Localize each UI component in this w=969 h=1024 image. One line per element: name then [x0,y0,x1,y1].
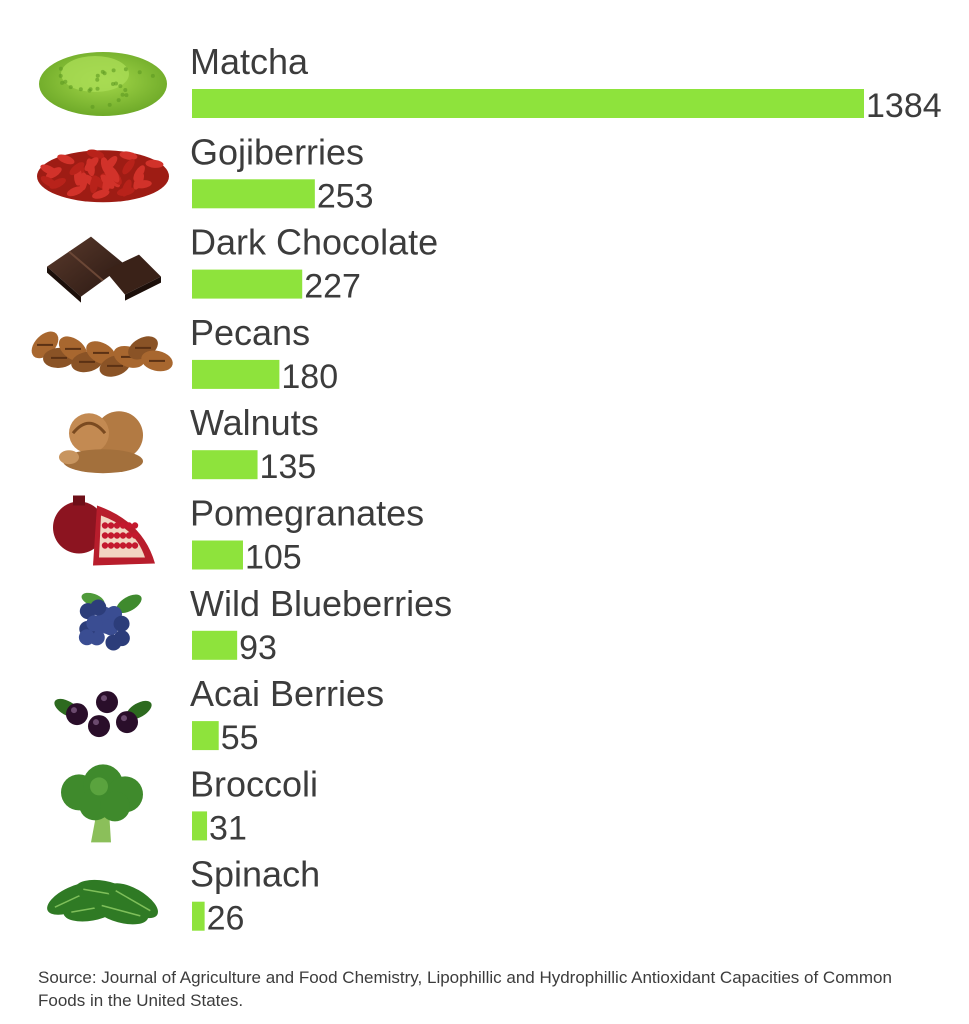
bar [192,359,280,389]
value-label: 105 [245,539,302,577]
dark-chocolate-icon [47,236,161,303]
category-label: Broccoli [190,763,318,804]
bar [192,630,238,660]
acai-berries-icon [54,691,152,738]
category-label: Matcha [190,41,309,82]
bar [192,721,219,751]
matcha-powder-icon [39,52,167,116]
category-label: Gojiberries [190,131,364,172]
category-label: Dark Chocolate [190,222,438,263]
value-label: 180 [281,358,338,396]
value-label: 93 [239,629,277,667]
walnuts-icon [59,411,143,474]
antioxidant-bar-chart: Matcha 1384 Gojiberries 253 Dark Chocolate 22… [31,41,942,938]
blueberries-icon [78,592,142,651]
value-label: 135 [260,448,317,486]
broccoli-icon [61,764,143,843]
bar [192,89,864,118]
value-label: 253 [317,177,374,215]
category-label: Pecans [190,312,310,353]
value-label: 227 [304,268,361,306]
category-label: Wild Blueberries [190,583,452,624]
category-label: Spinach [190,854,320,895]
bar [192,811,208,841]
pecans-icon [31,331,173,377]
bar [192,450,258,480]
value-label: 26 [207,900,245,938]
goji-berries-icon [37,149,169,203]
category-label: Acai Berries [190,673,384,714]
bar [192,269,303,299]
value-label: 31 [209,809,247,847]
category-label: Walnuts [190,402,319,443]
bar [192,901,205,931]
category-label: Pomegranates [190,493,424,534]
bar [192,179,315,209]
spinach-icon [47,879,158,925]
value-label: 1384 [866,87,942,125]
pomegranate-icon [53,495,155,566]
value-label: 55 [221,719,259,757]
source-note: Source: Journal of Agriculture and Food … [38,968,892,1010]
bar [192,540,243,570]
